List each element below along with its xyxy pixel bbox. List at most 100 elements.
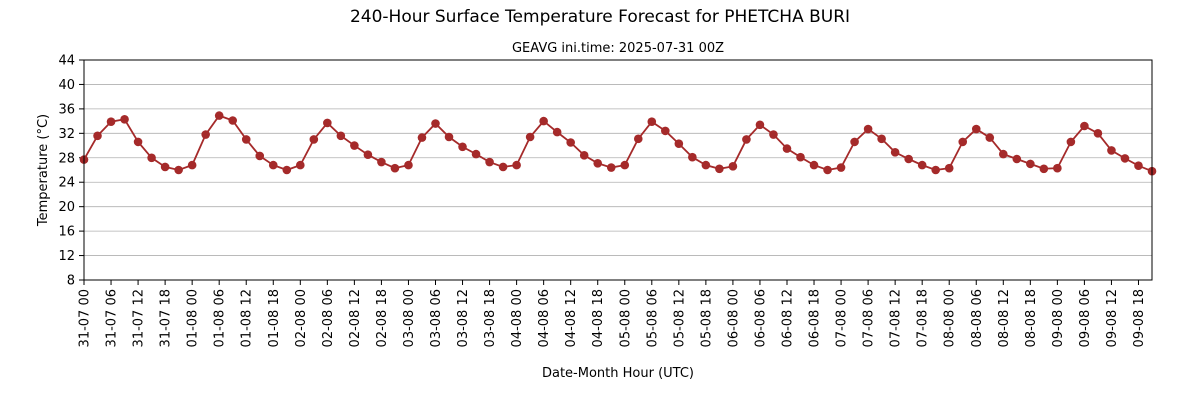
data-point: [417, 133, 427, 142]
data-point: [444, 132, 454, 142]
x-tick-label: 09-08 18: [1132, 289, 1147, 347]
data-point: [809, 160, 819, 170]
data-point: [593, 158, 603, 168]
chart-title: 240-Hour Surface Temperature Forecast fo…: [350, 7, 850, 27]
data-point: [1134, 161, 1143, 171]
data-point: [917, 160, 927, 170]
x-tick-label: 31-07 06: [105, 289, 120, 347]
x-tick-label: 05-08 18: [699, 289, 714, 347]
y-tick-label: 20: [58, 200, 75, 215]
data-point: [471, 149, 481, 159]
data-point: [214, 111, 224, 120]
data-point: [228, 116, 238, 125]
data-point: [336, 131, 346, 141]
x-tick-label: 05-08 12: [672, 289, 687, 347]
data-point: [363, 150, 373, 160]
data-point: [174, 165, 183, 175]
data-point: [566, 138, 575, 147]
data-point: [931, 165, 940, 175]
data-point: [187, 160, 197, 170]
data-point: [1039, 164, 1049, 174]
data-point: [958, 137, 968, 147]
data-point: [904, 154, 913, 164]
data-point: [552, 127, 562, 137]
x-tick-label: 04-08 18: [591, 289, 606, 347]
data-point: [106, 117, 116, 127]
data-point: [782, 144, 792, 153]
data-point: [796, 152, 805, 162]
plot-frame: [83, 59, 1153, 281]
data-point: [755, 120, 765, 130]
x-tick-label: 05-08 00: [618, 289, 633, 347]
x-tick-label: 02-08 00: [294, 289, 309, 347]
y-tick-label: 24: [58, 176, 75, 191]
data-point: [404, 160, 413, 170]
data-point: [1080, 121, 1089, 131]
x-axis-ticks: 31-07 00 31-07 06 31-07 12 31-07 18 01-08 00…: [78, 280, 1147, 347]
data-point: [1012, 154, 1022, 164]
data-point: [539, 116, 548, 126]
data-point: [606, 163, 616, 172]
data-point: [661, 126, 670, 136]
data-point: [715, 164, 724, 174]
y-axis-label: Temperature (°C): [36, 114, 51, 227]
x-tick-label: 08-08 06: [970, 289, 985, 347]
x-tick-label: 06-08 06: [753, 289, 768, 347]
data-point: [863, 124, 873, 134]
y-tick-label: 16: [58, 225, 75, 240]
data-point: [525, 132, 535, 142]
x-tick-label: 05-08 06: [645, 289, 660, 347]
data-point: [282, 165, 292, 175]
data-point: [674, 139, 684, 149]
y-tick-label: 44: [58, 54, 75, 69]
x-tick-label: 07-08 18: [916, 289, 931, 347]
data-point: [728, 162, 738, 171]
data-point: [769, 130, 778, 139]
x-tick-label: 07-08 06: [862, 289, 877, 347]
series-line: [83, 114, 1153, 173]
data-point: [1093, 129, 1103, 138]
x-tick-label: 01-08 00: [186, 289, 201, 347]
x-tick-label: 31-07 12: [132, 289, 147, 347]
x-tick-label: 09-08 00: [1051, 289, 1066, 347]
data-point: [944, 163, 954, 173]
x-tick-label: 07-08 12: [889, 289, 904, 347]
x-tick-label: 03-08 12: [456, 289, 471, 347]
data-point: [850, 137, 859, 147]
x-tick-label: 01-08 12: [240, 289, 255, 347]
data-point: [431, 119, 440, 128]
data-point: [633, 134, 643, 144]
y-tick-label: 36: [58, 102, 75, 117]
x-tick-label: 02-08 06: [321, 289, 336, 347]
data-point: [1066, 137, 1076, 147]
x-tick-label: 06-08 18: [808, 289, 823, 347]
data-point: [1026, 159, 1035, 169]
data-point: [498, 162, 508, 172]
x-tick-label: 08-08 12: [997, 289, 1012, 347]
data-point: [268, 160, 278, 170]
y-tick-label: 12: [58, 249, 75, 264]
x-tick-label: 03-08 18: [483, 289, 498, 347]
y-tick-label: 40: [58, 78, 75, 93]
x-tick-label: 02-08 18: [375, 289, 390, 347]
data-series: [79, 111, 1157, 176]
data-point: [890, 147, 900, 157]
data-point: [390, 163, 400, 173]
data-point: [701, 160, 711, 170]
data-point: [836, 163, 846, 172]
data-point: [647, 117, 657, 127]
data-point: [1120, 154, 1130, 163]
x-tick-label: 09-08 12: [1105, 289, 1120, 347]
data-point: [512, 160, 521, 170]
x-tick-label: 31-07 18: [159, 289, 174, 347]
x-tick-label: 04-08 12: [564, 289, 579, 347]
data-point: [120, 114, 129, 124]
x-tick-label: 06-08 00: [726, 289, 741, 347]
x-tick-label: 04-08 06: [537, 289, 552, 347]
x-tick-label: 09-08 06: [1078, 289, 1093, 347]
data-point: [377, 157, 386, 167]
data-point: [93, 131, 102, 141]
data-point: [241, 135, 251, 144]
